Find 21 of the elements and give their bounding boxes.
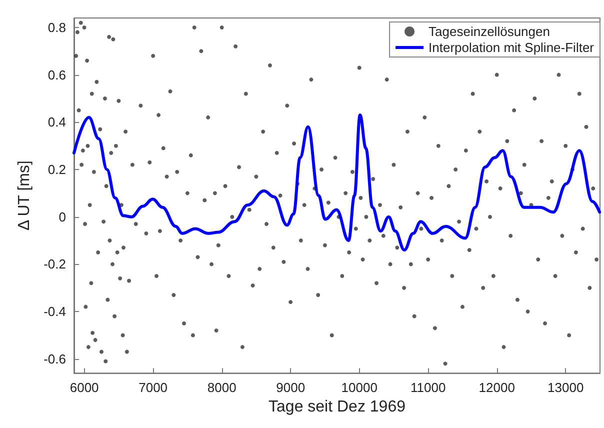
x-tick-label: 7000 — [138, 380, 168, 396]
y-tick-label: 0.8 — [48, 20, 66, 35]
x-tick-label: 6000 — [70, 380, 99, 396]
y-tick-label: 0 — [58, 209, 66, 224]
x-tick-label: 13000 — [548, 380, 584, 396]
x-tick-label: 9000 — [276, 380, 306, 396]
y-tick-label: 0.2 — [48, 162, 66, 178]
legend-label: Interpolation mit Spline-Filter — [428, 40, 595, 55]
y-axis-title: Δ UT [ms] — [16, 160, 34, 231]
x-tick-label: 10000 — [341, 380, 378, 396]
line-series — [72, 114, 602, 252]
x-tick-label: 11000 — [410, 380, 446, 396]
y-tick-label: -0.2 — [44, 256, 66, 272]
x-tick-label: 8000 — [207, 380, 236, 396]
legend-label: Tageseinzellösungen — [428, 24, 550, 39]
x-tick-label: 12000 — [478, 380, 515, 396]
y-tick-label: 0.4 — [48, 114, 66, 130]
y-tick-label: -0.6 — [44, 351, 66, 366]
x-axis-title: Tage seit Dez 1969 — [268, 398, 406, 416]
y-tick-label: 0.6 — [48, 67, 66, 82]
y-tick-label: -0.4 — [44, 304, 66, 320]
